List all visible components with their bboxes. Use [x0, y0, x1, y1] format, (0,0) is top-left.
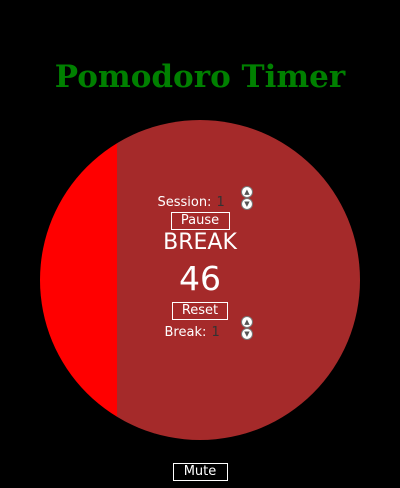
- chevron-up-icon: ▲: [244, 188, 250, 196]
- pause-row: Pause: [0, 209, 400, 230]
- session-setting: Session: 1: [0, 191, 400, 210]
- pause-button[interactable]: Pause: [170, 212, 230, 230]
- timer-dial: [40, 120, 360, 440]
- page-title: Pomodoro Timer: [54, 59, 346, 95]
- break-stepper[interactable]: ▲ ▼: [241, 316, 253, 340]
- session-length-input[interactable]: 1: [216, 195, 225, 210]
- session-decrement-button[interactable]: ▼: [241, 198, 253, 210]
- session-stepper[interactable]: ▲ ▼: [241, 186, 253, 210]
- break-decrement-button[interactable]: ▼: [241, 328, 253, 340]
- break-length-input[interactable]: 1: [211, 325, 220, 340]
- dial-remaining-fill: [40, 120, 117, 440]
- break-increment-button[interactable]: ▲: [241, 316, 253, 328]
- mute-row: Mute: [0, 460, 400, 481]
- chevron-down-icon: ▼: [244, 330, 250, 338]
- chevron-up-icon: ▲: [244, 318, 250, 326]
- break-label: Break:: [164, 325, 207, 340]
- mute-button[interactable]: Mute: [172, 463, 228, 481]
- session-label: Session:: [157, 195, 212, 210]
- dial-elapsed-fill: [116, 120, 360, 440]
- timer-countdown: 46: [179, 259, 221, 298]
- timer-mode: BREAK: [163, 230, 237, 255]
- break-setting: Break: 1: [0, 321, 400, 340]
- chevron-down-icon: ▼: [244, 200, 250, 208]
- reset-row: Reset: [0, 299, 400, 320]
- reset-button[interactable]: Reset: [172, 302, 228, 320]
- session-increment-button[interactable]: ▲: [241, 186, 253, 198]
